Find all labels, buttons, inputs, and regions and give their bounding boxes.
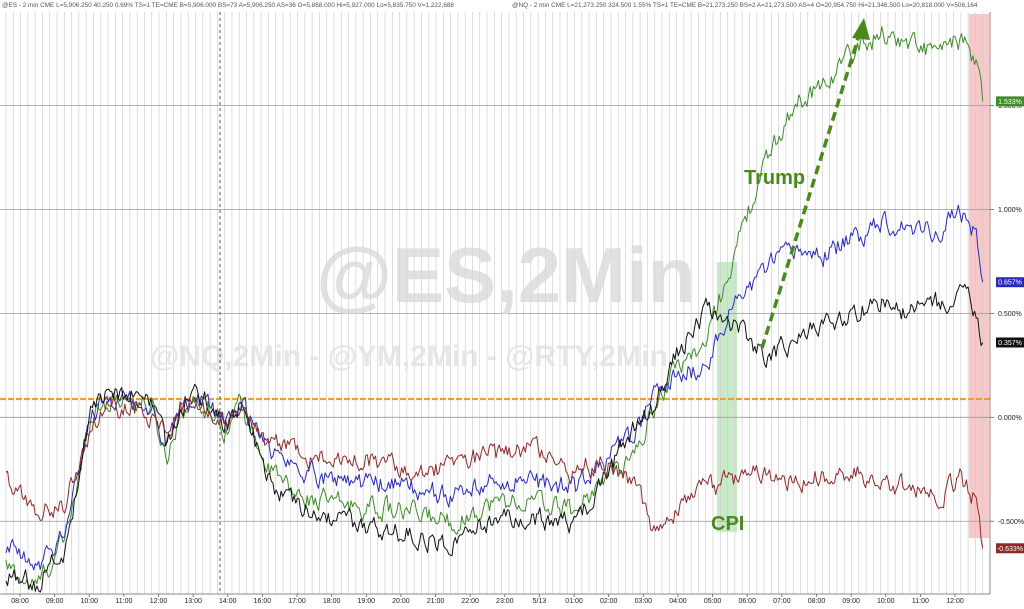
series-layer	[5, 26, 984, 593]
x-tick-label: 07:00	[773, 598, 791, 605]
y-tick-label: -0.500%	[998, 519, 1024, 526]
x-tick-label: 10:00	[877, 598, 895, 605]
series-line-ym	[5, 204, 984, 571]
y-tick-label: 0.500%	[998, 311, 1022, 318]
x-tick-label: 5/13	[533, 598, 547, 605]
y-axis-ticks: -0.500% 0.000% 0.500% 1.000% 1.500%	[990, 103, 1024, 526]
annotation-trump: Trump	[744, 167, 805, 189]
x-tick-label: 03:00	[635, 598, 653, 605]
x-tick-label: 12:00	[150, 598, 168, 605]
last-value-tag	[996, 96, 1024, 107]
x-tick-label: 23:00	[496, 598, 514, 605]
x-tick-label: 22:00	[461, 598, 479, 605]
series-line-nq	[5, 26, 984, 588]
trump-arrow-head	[852, 18, 870, 40]
x-tick-label: 05:00	[704, 598, 722, 605]
x-tick-label: 08:00	[11, 598, 29, 605]
x-tick-label: 06:00	[738, 598, 756, 605]
last-value-label: -0.633%	[997, 546, 1023, 553]
x-tick-label: 10:00	[80, 598, 98, 605]
last-value-tag	[996, 337, 1024, 348]
es-quote-header: @ES - 2 min CME L=5,906.250 40.250 0.69%…	[2, 2, 454, 9]
last-value-tag	[996, 277, 1024, 288]
x-tick-label: 09:00	[46, 598, 64, 605]
watermark-secondary: @NQ,2Min - @YM,2Min - @RTY,2Min	[150, 340, 668, 373]
x-tick-label: 09:00	[842, 598, 860, 605]
x-tick-label: 16:00	[254, 598, 272, 605]
x-tick-label: 11:00	[115, 598, 132, 605]
x-tick-label: 17:00	[288, 598, 306, 605]
x-tick-label: 08:00	[808, 598, 826, 605]
y-tick-label: 0.000%	[998, 415, 1022, 422]
x-tick-label: 19:00	[358, 598, 376, 605]
x-tick-label: 04:00	[669, 598, 687, 605]
horizontal-gridlines	[0, 105, 990, 522]
x-tick-label: 20:00	[392, 598, 410, 605]
quote-strip: @ES - 2 min CME L=5,906.250 40.250 0.69%…	[0, 0, 1024, 12]
last-value-label: 0.657%	[998, 280, 1022, 287]
x-tick-label: 21:00	[427, 598, 445, 605]
x-tick-label: 13:00	[184, 598, 202, 605]
last-value-tag	[996, 543, 1024, 554]
last-value-label: 1.533%	[998, 99, 1022, 106]
last-value-tags: 1.533% 0.657% 0.357% -0.633%	[996, 96, 1024, 554]
annotation-cpi: CPI	[711, 513, 744, 535]
y-tick-label: 1.000%	[998, 207, 1022, 214]
x-tick-label: 11:00	[912, 598, 929, 605]
last-value-label: 0.357%	[998, 340, 1022, 347]
series-line-rty	[5, 396, 984, 549]
x-tick-label: 02:00	[600, 598, 618, 605]
x-tick-label: 14:00	[219, 598, 237, 605]
x-tick-label: 01:00	[565, 598, 583, 605]
y-tick-label: 1.500%	[998, 103, 1022, 110]
red-band	[969, 14, 989, 538]
nq-quote-header: @NQ - 2 min CME L=21,273.250 324.500 1.5…	[512, 2, 978, 9]
x-tick-label: 12:00	[946, 598, 964, 605]
x-axis-ticks: 08:00 09:00 10:00 11:00 12:00 13:00 14:00 16:00…	[11, 594, 964, 605]
x-tick-label: 18:00	[323, 598, 341, 605]
watermark-main: @ES,2Min	[316, 231, 695, 319]
